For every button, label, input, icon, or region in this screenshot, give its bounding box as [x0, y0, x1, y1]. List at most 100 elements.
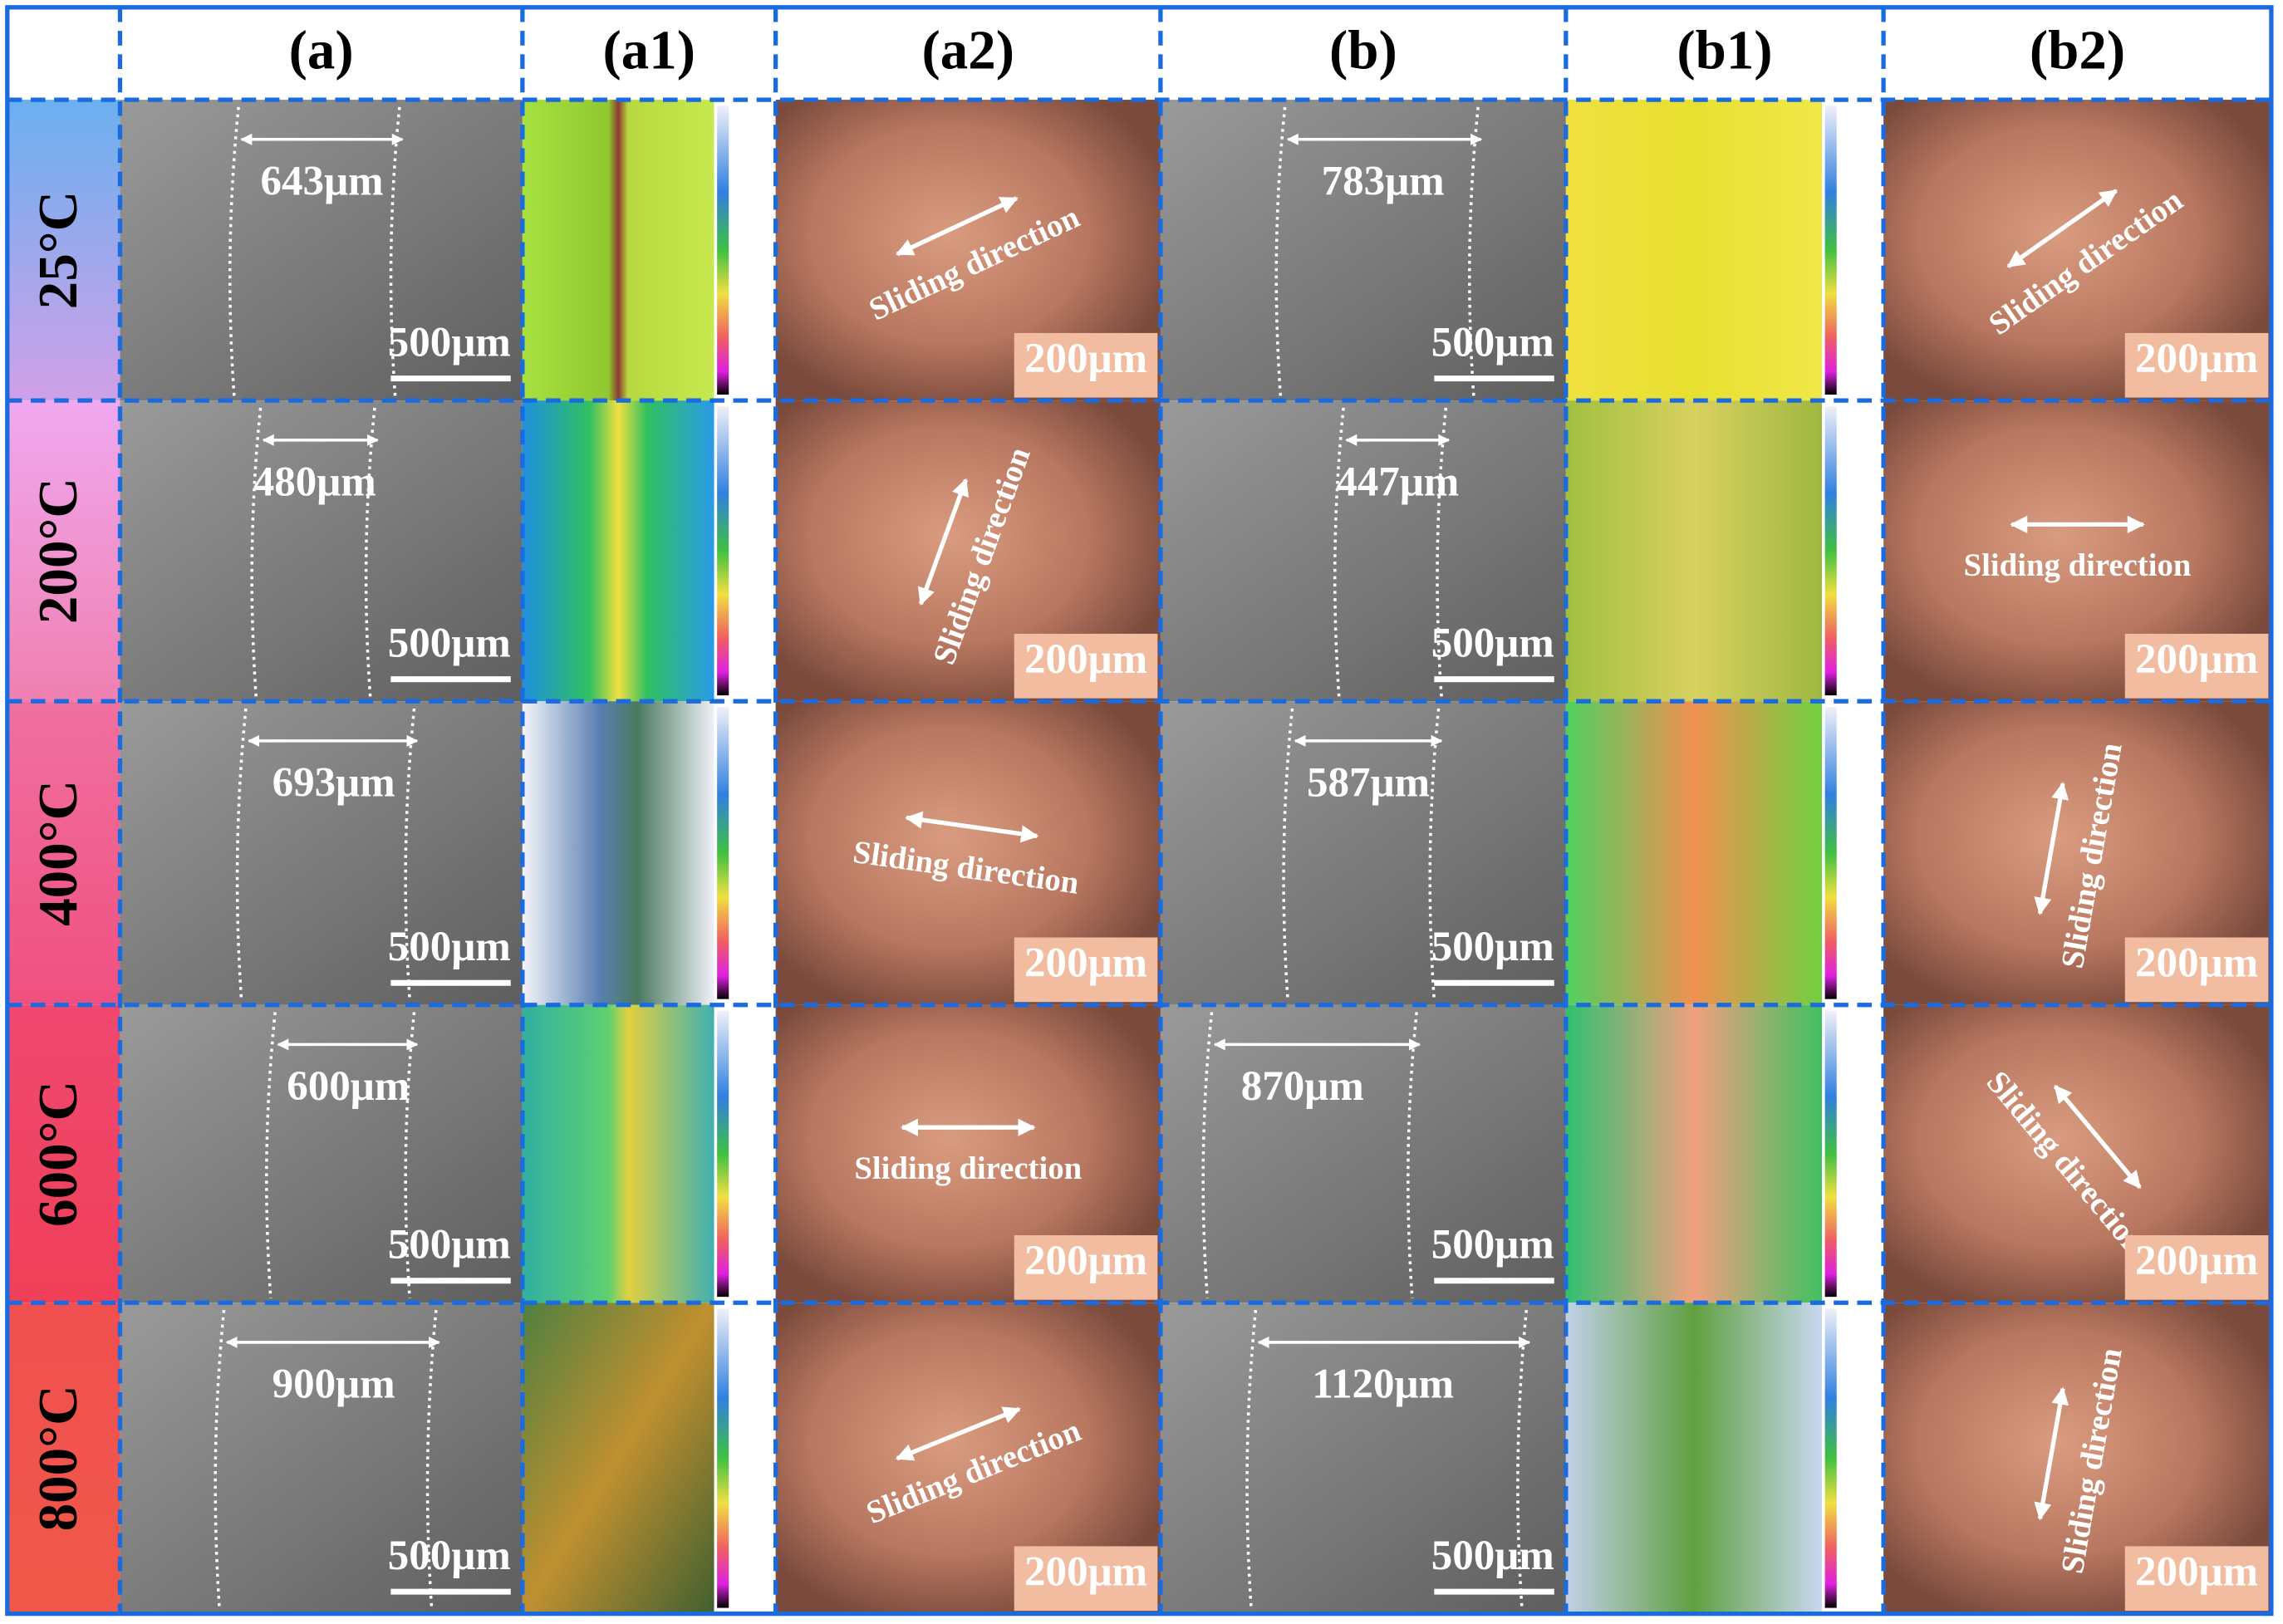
- track-boundary: [1282, 708, 1294, 1001]
- temperature-cell: [7, 701, 120, 1005]
- height-map: [1565, 100, 1823, 401]
- colorbar: [717, 707, 729, 999]
- sliding-arrow: [917, 478, 969, 606]
- scale-bar-label: 500μm: [1431, 1532, 1554, 1579]
- track-width: 447μm: [1336, 458, 1459, 505]
- height-map: [1565, 701, 1823, 1005]
- column-label: (b): [1329, 19, 1397, 81]
- sliding-arrow: [895, 1406, 1021, 1461]
- sem-image: [1160, 100, 1566, 401]
- scale-bar-label: 200μm: [1024, 1548, 1147, 1595]
- sliding-label: Sliding direction: [1964, 547, 2192, 583]
- sliding-indicator: Sliding direction: [854, 1118, 1082, 1186]
- track-boundary: [1516, 1309, 1529, 1610]
- sem-image: [1160, 1004, 1566, 1303]
- scale-bar-label: 500μm: [388, 1221, 511, 1268]
- track-boundary: [1245, 1309, 1258, 1610]
- colorbar: [1824, 105, 1837, 395]
- scale-bar-label: 200μm: [2135, 1237, 2258, 1284]
- scale-bar-label: 200μm: [2135, 940, 2258, 987]
- temperature-cell: [7, 1004, 120, 1303]
- track-width: 783μm: [1322, 157, 1445, 204]
- column-label: (b1): [1677, 19, 1772, 81]
- colorbar: [717, 1010, 729, 1298]
- scale-box: [2124, 1235, 2269, 1300]
- column-label: (b2): [2030, 19, 2125, 81]
- track-boundary: [1274, 106, 1287, 396]
- temperature-cell: [7, 100, 120, 401]
- sliding-indicator: Sliding direction: [1964, 515, 2192, 583]
- temperature-label: 200°C: [27, 478, 89, 624]
- colorbar: [717, 1308, 729, 1608]
- track-width: 1120μm: [1312, 1360, 1454, 1407]
- column-label: (a2): [922, 19, 1015, 81]
- scale-bar-label: 200μm: [1024, 635, 1147, 683]
- height-map: [1565, 400, 1823, 702]
- sem-image: [120, 1303, 523, 1614]
- scale-box: [1014, 1546, 1158, 1612]
- sliding-arrow: [2034, 782, 2069, 915]
- colorbar: [1824, 1308, 1837, 1608]
- track-boundary: [425, 1309, 438, 1610]
- sliding-label: Sliding direction: [854, 1151, 1082, 1186]
- track-width: 600μm: [287, 1062, 410, 1110]
- colorbar: [717, 105, 729, 395]
- figure-border: [5, 5, 2274, 1617]
- sem-image: [1160, 400, 1566, 702]
- height-map: [522, 1303, 714, 1614]
- scale-bar-label: 500μm: [1431, 1221, 1554, 1268]
- scale-box: [2124, 633, 2269, 699]
- track-boundary: [214, 1309, 226, 1610]
- track-width: 693μm: [272, 758, 395, 806]
- track-width: 900μm: [272, 1360, 395, 1407]
- scale-bar-label: 200μm: [2135, 335, 2258, 382]
- scale-bar-label: 500μm: [388, 923, 511, 970]
- track-boundary: [1333, 407, 1345, 697]
- scale-bar-label: 500μm: [1431, 923, 1554, 970]
- temperature-cell: [7, 1303, 120, 1614]
- scale-box: [1014, 937, 1158, 1003]
- colorbar: [1824, 707, 1837, 999]
- colorbar: [717, 406, 729, 696]
- scale-bar-label: 500μm: [388, 1532, 511, 1579]
- track-boundary: [228, 106, 240, 396]
- colorbar: [1824, 1010, 1837, 1298]
- sliding-arrow: [2006, 189, 2118, 268]
- sliding-arrow: [2034, 1386, 2069, 1521]
- scale-box: [2124, 1546, 2269, 1612]
- sem-image: [120, 100, 523, 401]
- height-map: [522, 400, 714, 702]
- sem-image: [1160, 1303, 1566, 1614]
- column-label: (a): [289, 19, 354, 81]
- sliding-arrow: [905, 811, 1039, 843]
- scale-box: [1014, 1235, 1158, 1300]
- sem-image: [120, 400, 523, 702]
- height-map: [522, 100, 714, 401]
- height-map: [1565, 1004, 1823, 1303]
- scale-bar-label: 500μm: [388, 318, 511, 366]
- track-width: 480μm: [253, 458, 376, 505]
- sem-image: [120, 701, 523, 1005]
- temperature-label: 800°C: [27, 1385, 89, 1531]
- column-label: (a1): [602, 19, 695, 81]
- height-map: [1565, 1303, 1823, 1614]
- track-boundary: [250, 407, 263, 697]
- scale-bar-label: 200μm: [2135, 1548, 2258, 1595]
- height-map: [522, 1004, 714, 1303]
- track-boundary: [1201, 1012, 1214, 1299]
- scale-bar-label: 500μm: [388, 620, 511, 667]
- track-width: 643μm: [261, 157, 384, 204]
- temperature-label: 600°C: [27, 1081, 89, 1227]
- height-map: [522, 701, 714, 1005]
- track-width: 587μm: [1307, 758, 1430, 806]
- scale-box: [2124, 332, 2269, 398]
- colorbar: [1824, 406, 1837, 696]
- temperature-label: 400°C: [27, 780, 89, 926]
- sem-image: [1160, 701, 1566, 1005]
- track-boundary: [265, 1012, 277, 1299]
- sliding-arrow: [896, 196, 1019, 257]
- sliding-arrow: [2053, 1084, 2142, 1190]
- scale-bar-label: 200μm: [1024, 335, 1147, 382]
- scale-box: [2124, 937, 2269, 1003]
